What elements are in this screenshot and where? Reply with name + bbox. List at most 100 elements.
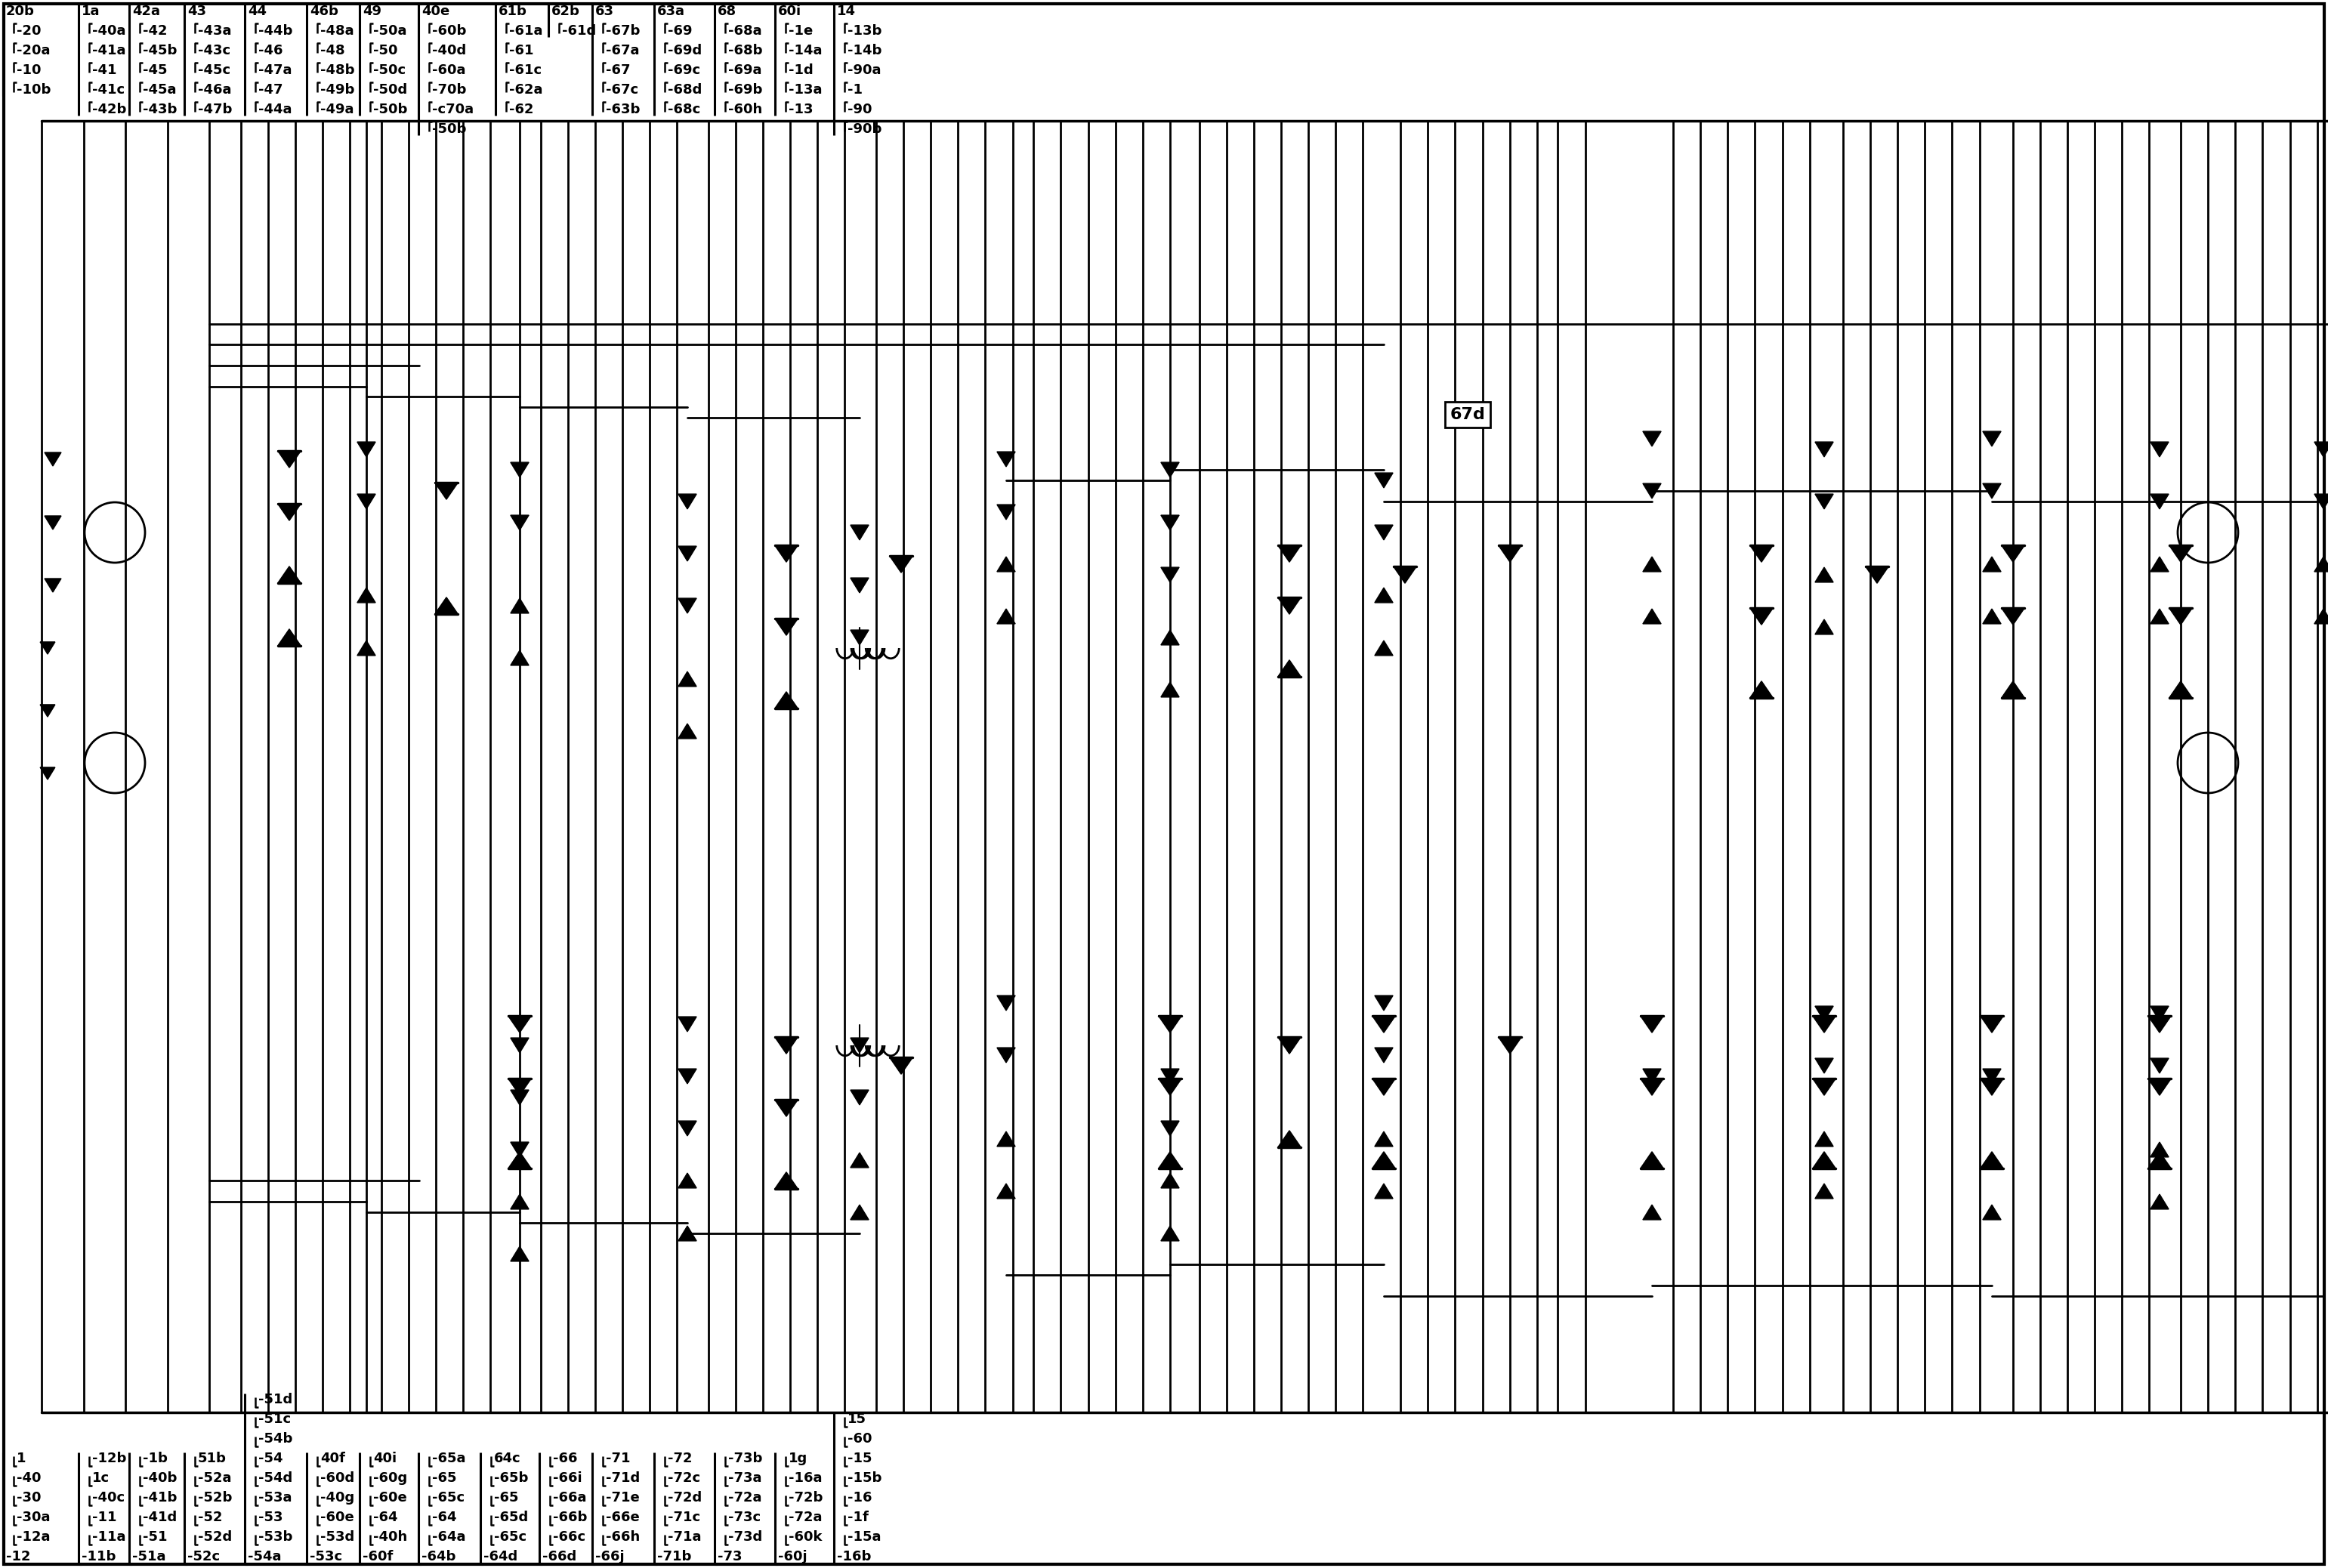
- Polygon shape: [2151, 442, 2170, 456]
- Text: 67d: 67d: [1450, 408, 1485, 422]
- Text: -42b: -42b: [93, 103, 126, 116]
- Text: -30a: -30a: [16, 1510, 51, 1524]
- Polygon shape: [508, 1079, 531, 1096]
- Text: -52a: -52a: [198, 1471, 230, 1485]
- Text: -66: -66: [554, 1452, 577, 1465]
- Text: -50b: -50b: [433, 122, 466, 136]
- Polygon shape: [1159, 1016, 1183, 1033]
- Text: -47b: -47b: [198, 103, 233, 116]
- Text: -68c: -68c: [668, 103, 701, 116]
- Text: -69b: -69b: [729, 83, 764, 97]
- Polygon shape: [2151, 557, 2170, 572]
- Polygon shape: [677, 494, 696, 510]
- Text: -73a: -73a: [729, 1471, 761, 1485]
- Text: -66b: -66b: [554, 1510, 587, 1524]
- Polygon shape: [1814, 1016, 1837, 1033]
- Polygon shape: [508, 1151, 531, 1168]
- Polygon shape: [44, 516, 61, 530]
- Text: -60d: -60d: [321, 1471, 354, 1485]
- Text: -41d: -41d: [142, 1510, 177, 1524]
- Polygon shape: [1371, 1151, 1394, 1168]
- Text: -71e: -71e: [605, 1491, 640, 1505]
- Text: -12a: -12a: [16, 1530, 51, 1544]
- Text: -42: -42: [142, 24, 168, 38]
- Polygon shape: [775, 691, 799, 709]
- Polygon shape: [510, 1038, 528, 1052]
- Text: -73d: -73d: [729, 1530, 761, 1544]
- Polygon shape: [850, 525, 868, 539]
- Polygon shape: [775, 546, 799, 561]
- Text: -72a: -72a: [789, 1510, 822, 1524]
- Polygon shape: [850, 630, 868, 644]
- Text: 1g: 1g: [789, 1452, 808, 1465]
- Polygon shape: [1981, 1151, 2004, 1168]
- Text: 63a: 63a: [656, 5, 684, 19]
- Polygon shape: [1162, 1016, 1180, 1032]
- Text: -52: -52: [198, 1510, 223, 1524]
- Text: -67c: -67c: [605, 83, 638, 97]
- Polygon shape: [1644, 483, 1662, 499]
- Text: -53: -53: [258, 1510, 284, 1524]
- Polygon shape: [510, 1142, 528, 1157]
- Polygon shape: [1814, 1151, 1837, 1168]
- Text: -70b: -70b: [433, 83, 466, 97]
- Text: -66a: -66a: [554, 1491, 587, 1505]
- Polygon shape: [1374, 1047, 1392, 1063]
- Text: -65a: -65a: [433, 1452, 466, 1465]
- Text: -14b: -14b: [847, 44, 882, 58]
- Polygon shape: [996, 1132, 1015, 1146]
- Polygon shape: [677, 1016, 696, 1032]
- Text: -1b: -1b: [142, 1452, 168, 1465]
- Text: 40f: 40f: [321, 1452, 345, 1465]
- Polygon shape: [1159, 1151, 1183, 1168]
- Polygon shape: [1983, 1016, 2002, 1032]
- Polygon shape: [2151, 1007, 2170, 1021]
- Text: -52d: -52d: [198, 1530, 233, 1544]
- Polygon shape: [1278, 1036, 1301, 1054]
- Text: -69c: -69c: [668, 63, 701, 77]
- Text: -60h: -60h: [729, 103, 761, 116]
- Polygon shape: [1162, 1173, 1180, 1189]
- Polygon shape: [1816, 568, 1834, 582]
- Polygon shape: [1981, 1079, 2004, 1096]
- Polygon shape: [1162, 1226, 1180, 1240]
- Polygon shape: [1641, 1151, 1665, 1168]
- Text: 60i: 60i: [778, 5, 801, 19]
- Polygon shape: [1278, 660, 1301, 677]
- Text: -46a: -46a: [198, 83, 230, 97]
- Text: -51d: -51d: [258, 1392, 293, 1406]
- Polygon shape: [2151, 494, 2170, 510]
- Polygon shape: [1983, 608, 2002, 624]
- Text: -60k: -60k: [789, 1530, 822, 1544]
- Polygon shape: [1394, 566, 1418, 583]
- Polygon shape: [510, 1247, 528, 1261]
- Text: -48b: -48b: [321, 63, 354, 77]
- Text: -72d: -72d: [668, 1491, 703, 1505]
- Text: -73: -73: [717, 1549, 743, 1563]
- Text: -68a: -68a: [729, 24, 761, 38]
- Polygon shape: [510, 1090, 528, 1105]
- Text: -53c: -53c: [310, 1549, 342, 1563]
- Polygon shape: [1865, 566, 1888, 583]
- Text: 40i: 40i: [372, 1452, 396, 1465]
- Polygon shape: [2314, 494, 2328, 510]
- Text: 14: 14: [838, 5, 857, 19]
- Text: -43c: -43c: [198, 44, 230, 58]
- Text: -11a: -11a: [93, 1530, 126, 1544]
- Polygon shape: [996, 996, 1015, 1010]
- Polygon shape: [1644, 1204, 1662, 1220]
- Text: -65b: -65b: [494, 1471, 528, 1485]
- Polygon shape: [1374, 525, 1392, 539]
- Polygon shape: [1374, 996, 1392, 1010]
- Text: -12b: -12b: [93, 1452, 126, 1465]
- Text: -44b: -44b: [258, 24, 293, 38]
- Polygon shape: [677, 599, 696, 613]
- Polygon shape: [1374, 1132, 1392, 1146]
- Text: -40b: -40b: [142, 1471, 177, 1485]
- Polygon shape: [1162, 630, 1180, 644]
- Polygon shape: [2170, 546, 2193, 561]
- Polygon shape: [1644, 1016, 1662, 1032]
- Polygon shape: [510, 651, 528, 665]
- Text: -40c: -40c: [93, 1491, 126, 1505]
- Text: -40d: -40d: [433, 44, 466, 58]
